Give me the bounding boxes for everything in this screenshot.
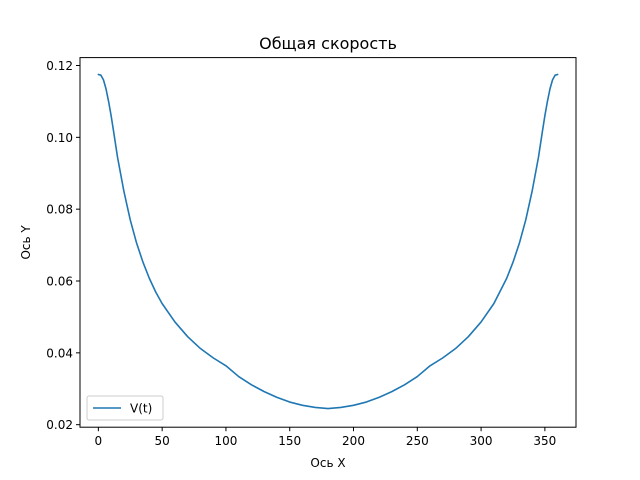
x-tick-label: 50 — [155, 434, 170, 448]
legend: V(t) — [86, 395, 164, 421]
x-tick-label: 250 — [406, 434, 429, 448]
axes-frame — [79, 57, 577, 428]
y-axis: 0.02 0.04 0.06 0.08 0.10 0.12 — [46, 59, 80, 432]
x-tick-label: 0 — [95, 434, 103, 448]
y-tick-label: 0.10 — [46, 131, 73, 145]
series-line-0 — [97, 73, 559, 410]
y-tick-label: 0.02 — [46, 418, 73, 432]
x-axis: 0 50 100 150 200 250 300 350 — [95, 427, 556, 448]
x-tick-label: 200 — [342, 434, 365, 448]
y-tick-label: 0.04 — [46, 346, 73, 360]
x-tick-label: 350 — [533, 434, 556, 448]
x-tick-label: 300 — [470, 434, 493, 448]
series-layer — [97, 73, 559, 410]
plot-background — [80, 57, 576, 428]
chart-title: Общая скорость — [259, 34, 397, 53]
y-tick-label: 0.12 — [46, 59, 73, 73]
legend-box — [86, 395, 164, 421]
y-tick-label: 0.06 — [46, 275, 73, 289]
y-axis-label: Ось Y — [19, 225, 33, 260]
legend-label: V(t) — [130, 402, 152, 416]
y-tick-label: 0.08 — [46, 203, 73, 217]
x-tick-label: 100 — [214, 434, 237, 448]
x-tick-label: 150 — [278, 434, 301, 448]
x-axis-label: Ось X — [310, 456, 345, 470]
plot-area — [80, 57, 576, 428]
